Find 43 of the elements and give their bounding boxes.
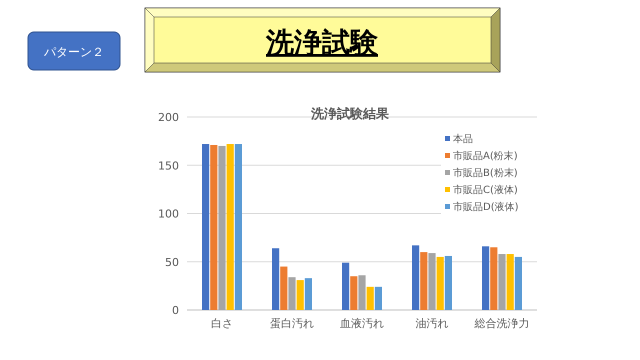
bar [234,144,242,310]
bar [350,276,358,310]
bar [444,256,452,310]
bar [436,256,444,310]
bar [428,253,436,310]
legend-label: 市販品A(粉末) [453,150,518,162]
x-tick-label: 白さ [211,317,233,330]
bar [272,248,280,310]
bar [366,286,374,310]
y-tick-label: 0 [172,304,179,317]
bar [374,286,382,310]
x-tick-label: 油汚れ [416,317,448,330]
bar [420,252,428,310]
legend-label: 市販品C(液体) [453,184,518,196]
y-tick-label: 150 [158,159,179,172]
y-tick-label: 100 [158,208,179,220]
chart-title: 洗浄試験 [265,26,378,59]
bar [210,144,218,310]
x-tick-label: 蛋白汚れ [270,317,314,330]
x-tick-label: 総合洗浄力 [474,317,530,330]
bar [296,280,304,310]
bar [202,144,210,310]
y-tick-label: 50 [165,256,179,269]
bar [498,254,506,310]
bar [280,266,288,310]
bar [288,277,296,310]
bar [358,275,366,310]
legend-label: 本品 [453,133,473,145]
legend-label: 市販品B(粉末) [453,167,518,179]
x-tick-label: 血液汚れ [340,317,384,330]
text: パターン２ [43,45,104,59]
bar [304,278,312,310]
bar [226,144,234,310]
bar [482,246,490,310]
bar [218,146,226,310]
bar [506,254,514,310]
bar [412,245,420,310]
chart-subtitle: 洗浄試験結果 [310,106,390,122]
legend-label: 市販品D(液体) [453,201,519,213]
y-tick-label: 200 [158,111,179,124]
bar [490,247,498,310]
bar [514,256,522,310]
bar [342,262,350,310]
